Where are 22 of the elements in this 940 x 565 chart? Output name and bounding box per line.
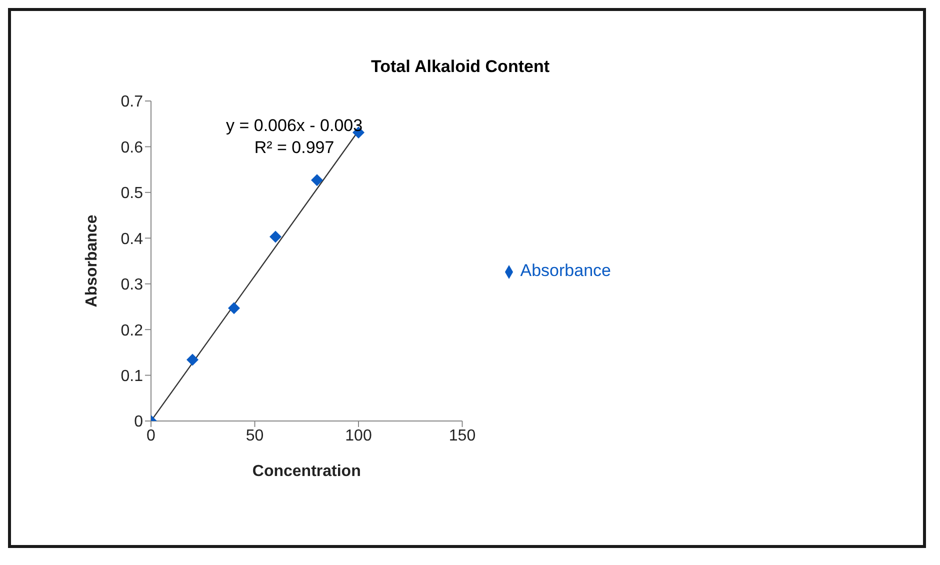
y-tick-label: 0.6	[120, 139, 144, 156]
y-tick-label: 0.2	[120, 322, 144, 340]
x-tick-label: 100	[345, 427, 372, 444]
point	[228, 302, 240, 314]
x-tick-label: 150	[448, 427, 476, 444]
annotation: y = 0.006x - 0.003	[226, 115, 363, 137]
point	[270, 230, 282, 243]
y-axis-title: Absorbance	[84, 214, 101, 308]
point	[186, 354, 198, 366]
chart-title: Total Alkaloid Content	[371, 57, 550, 77]
x-axis-title: Concentration	[252, 463, 361, 480]
point	[311, 174, 324, 186]
y-tick-label: 0	[134, 414, 144, 431]
y-tick-label: 0.1	[120, 368, 144, 385]
legend-label: Absorbance	[520, 261, 611, 280]
x-tick-label: 50	[246, 427, 264, 444]
y-tick-label: 0.4	[120, 230, 144, 248]
annotation: R² = 0.997	[253, 137, 336, 159]
x-tick-label: 0	[146, 427, 156, 444]
y-tick-label: 0.7	[120, 94, 144, 111]
y-tick-label: 0.3	[120, 276, 144, 294]
y-tick-label: 0.5	[120, 185, 144, 202]
